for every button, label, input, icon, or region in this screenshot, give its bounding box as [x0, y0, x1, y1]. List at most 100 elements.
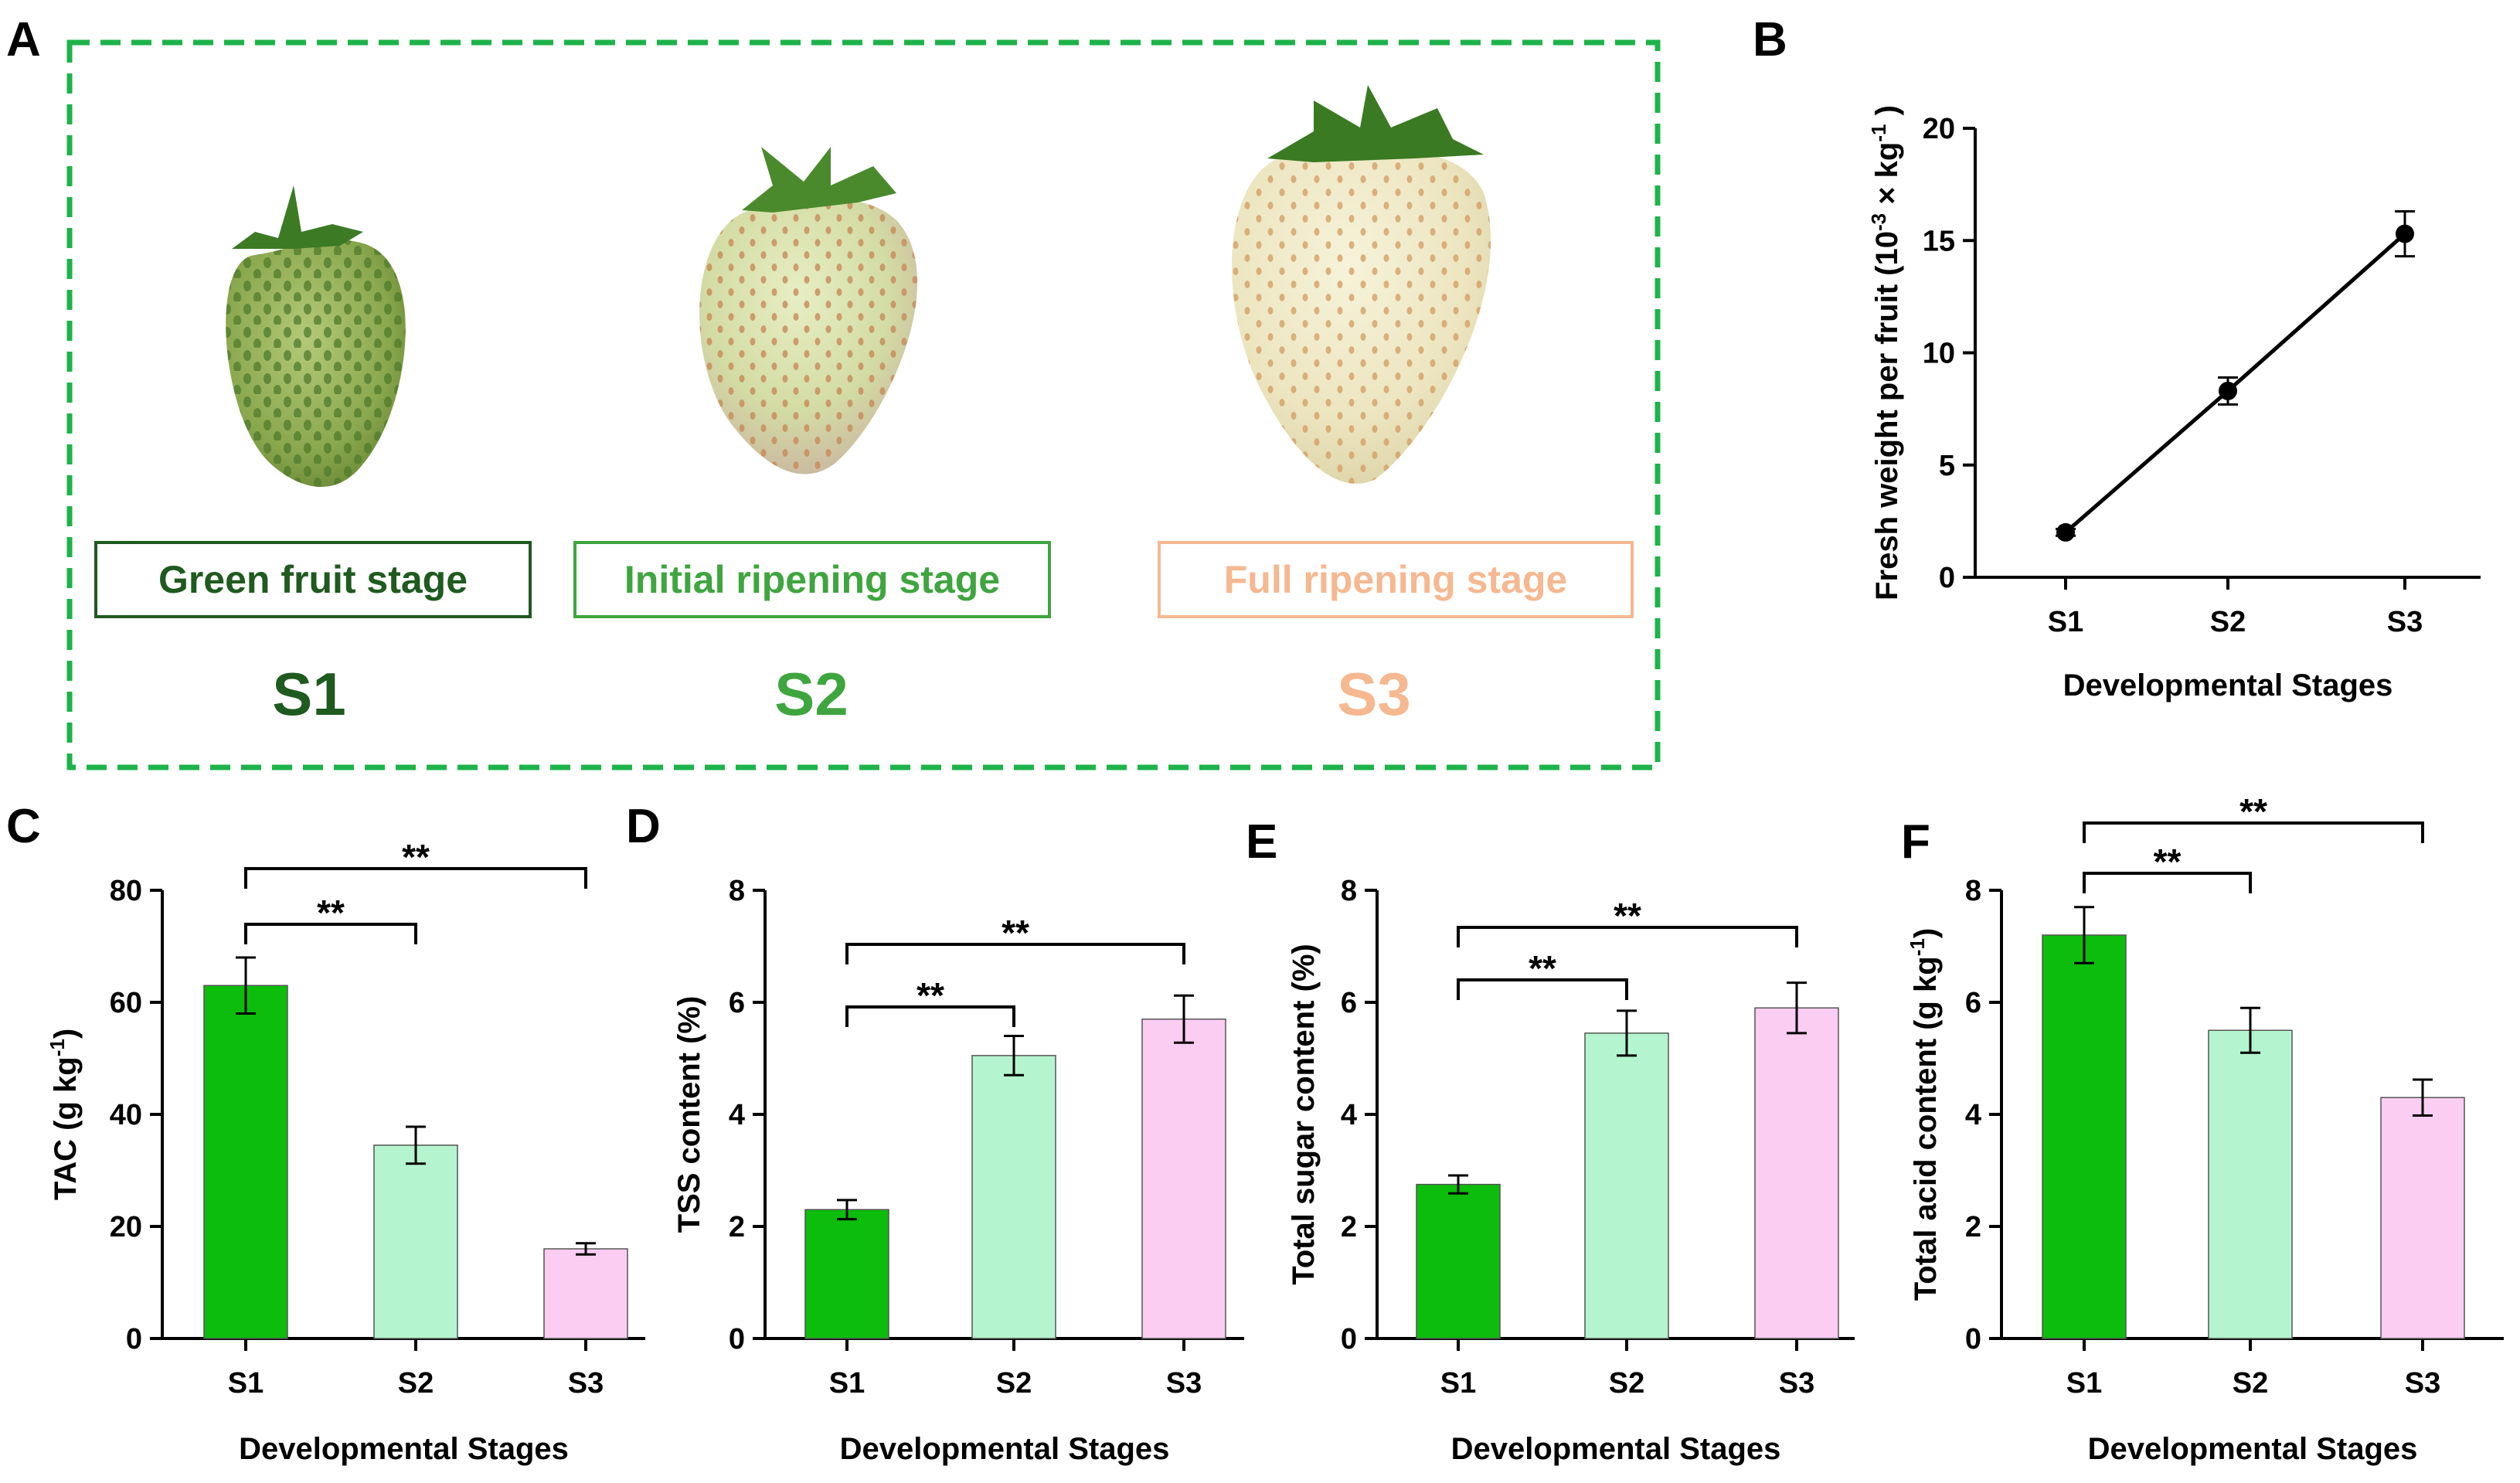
significance-bracket-c-1	[244, 867, 587, 889]
significance-bracket-c-0	[244, 923, 417, 944]
y-tick-label-e-4: 8	[1341, 875, 1357, 907]
y-axis-title-c: TAC (g kg-1)	[46, 1029, 83, 1200]
y-tick-label-f-0: 0	[1965, 1323, 1981, 1355]
bar-f-s2	[2208, 1029, 2293, 1339]
y-tick-label-b-0: 0	[1939, 562, 1955, 594]
line-series-b	[2064, 232, 2406, 534]
y-tick-label-b-4: 20	[1923, 113, 1955, 145]
bar-c-s2	[373, 1145, 458, 1339]
chart-b-fresh-weight: 0 5 10 15 20 S1 S2 S3 Developmental Stages Fresh …	[1867, 105, 2481, 702]
y-tick-label-f-2: 4	[1965, 1099, 1981, 1131]
stage-label-s3: Full ripening stage	[1224, 558, 1567, 601]
significance-label-f-1: **	[2239, 791, 2267, 832]
x-tick-label-c-1: S2	[398, 1367, 434, 1400]
bar-c-s1	[203, 985, 288, 1339]
significance-bracket-e-1	[1457, 926, 1798, 947]
x-tick-label-f-1: S2	[2233, 1367, 2268, 1400]
x-tick-label-b-0: S1	[2048, 606, 2083, 638]
y-tick-label-e-0: 0	[1341, 1323, 1357, 1355]
chart-f-total-acid: 0 2 4 6 8 S1 S2 S3 Developmental Stages Total aci…	[1906, 791, 2504, 1466]
stage-label-s2: Initial ripening stage	[624, 558, 1000, 601]
x-tick-label-d-0: S1	[829, 1367, 865, 1400]
panel-letter-b: B	[1753, 13, 1787, 66]
data-point-b-s2	[2219, 381, 2237, 400]
stage-code-s2: S2	[774, 660, 848, 728]
y-tick-label-d-2: 4	[729, 1099, 745, 1131]
y-tick-label-d-3: 6	[729, 987, 745, 1019]
x-axis-title-e: Developmental Stages	[1451, 1432, 1781, 1466]
data-point-b-s3	[2396, 224, 2414, 243]
y-tick-label-d-4: 8	[729, 875, 745, 907]
bar-e-s1	[1416, 1183, 1501, 1339]
panel-letter-f: F	[1901, 815, 1930, 869]
significance-bracket-d-1	[845, 943, 1185, 964]
bar-d-s1	[804, 1209, 889, 1339]
bar-f-s3	[2380, 1097, 2465, 1339]
data-point-b-s1	[2056, 522, 2075, 542]
strawberry-s1-image	[226, 185, 406, 487]
significance-bracket-f-1	[2083, 821, 2424, 843]
y-tick-label-f-4: 8	[1965, 875, 1981, 907]
stage-label-s1: Green fruit stage	[158, 558, 468, 601]
y-tick-label-b-1: 5	[1939, 450, 1955, 482]
y-axis-title-b: Fresh weight per fruit (10-3 × kg-1 )	[1867, 105, 1904, 600]
y-tick-label-e-2: 4	[1341, 1099, 1357, 1131]
panel-letter-e: E	[1246, 815, 1277, 869]
significance-bracket-f-0	[2083, 872, 2252, 893]
y-tick-label-b-2: 10	[1923, 338, 1955, 370]
x-tick-label-f-0: S1	[2066, 1367, 2102, 1400]
y-tick-label-c-3: 60	[110, 987, 142, 1019]
bar-c-s3	[543, 1248, 628, 1339]
significance-label-d-1: **	[1002, 913, 1029, 953]
chart-c-tac: 0 20 40 60 80 S1 S2 S3 Developmental Stages TAC (…	[46, 837, 645, 1466]
strawberry-s3-image	[1232, 85, 1491, 484]
y-tick-label-b-3: 15	[1923, 225, 1955, 257]
stage-code-s1: S1	[272, 660, 345, 728]
x-tick-label-d-1: S2	[996, 1367, 1032, 1400]
stage-box-s1	[94, 541, 532, 618]
x-axis-title-b: Developmental Stages	[2063, 668, 2393, 702]
panel-letter-a: A	[6, 13, 41, 66]
stage-code-s3: S3	[1337, 660, 1410, 728]
y-axis-title-f: Total acid content (g kg-1)	[1906, 928, 1943, 1301]
x-axis-title-f: Developmental Stages	[2088, 1432, 2418, 1466]
significance-label-c-0: **	[317, 893, 345, 933]
significance-label-f-0: **	[2154, 842, 2182, 882]
panel-letter-c: C	[6, 800, 41, 853]
y-axis-title-e: Total sugar content (%)	[1287, 944, 1321, 1284]
significance-label-d-0: **	[917, 975, 944, 1015]
significance-bracket-d-0	[845, 1005, 1015, 1027]
y-tick-label-e-3: 6	[1341, 987, 1357, 1019]
y-tick-label-c-1: 20	[110, 1211, 142, 1243]
x-axis-title-c: Developmental Stages	[239, 1432, 569, 1466]
panel-letter-d: D	[626, 800, 661, 853]
bar-d-s3	[1141, 1019, 1226, 1339]
stage-box-s3	[1158, 541, 1634, 618]
bar-d-s2	[971, 1055, 1056, 1339]
x-tick-label-c-2: S3	[568, 1367, 604, 1400]
strawberry-s2-image	[699, 147, 918, 474]
x-tick-label-b-2: S3	[2387, 606, 2423, 638]
x-tick-label-d-2: S3	[1166, 1367, 1202, 1400]
bar-f-s1	[2042, 934, 2127, 1339]
x-tick-label-b-1: S2	[2210, 606, 2246, 638]
y-tick-label-f-3: 6	[1965, 987, 1981, 1019]
x-tick-label-e-0: S1	[1440, 1367, 1476, 1400]
panel-a-border	[66, 39, 1661, 770]
chart-e-total-sugar: 0 2 4 6 8 S1 S2 S3 Developmental Stages Total sug…	[1287, 875, 1855, 1466]
x-tick-label-e-2: S3	[1779, 1367, 1814, 1400]
significance-label-e-1: **	[1614, 896, 1641, 936]
y-tick-label-c-4: 80	[110, 875, 142, 907]
y-tick-label-d-0: 0	[729, 1323, 745, 1355]
significance-label-e-0: **	[1529, 948, 1556, 988]
x-tick-label-e-1: S2	[1609, 1367, 1644, 1400]
y-tick-label-c-0: 0	[126, 1323, 142, 1355]
y-tick-label-c-2: 40	[110, 1099, 142, 1131]
significance-bracket-e-0	[1457, 978, 1628, 1000]
y-axis-title-d: TSS content (%)	[672, 996, 706, 1233]
x-axis-title-d: Developmental Stages	[840, 1432, 1170, 1466]
chart-d-tss: 0 2 4 6 8 S1 S2 S3 Developmental Stages TSS conte…	[672, 875, 1244, 1466]
bar-e-s2	[1584, 1032, 1669, 1339]
stage-box-s2	[573, 541, 1051, 618]
